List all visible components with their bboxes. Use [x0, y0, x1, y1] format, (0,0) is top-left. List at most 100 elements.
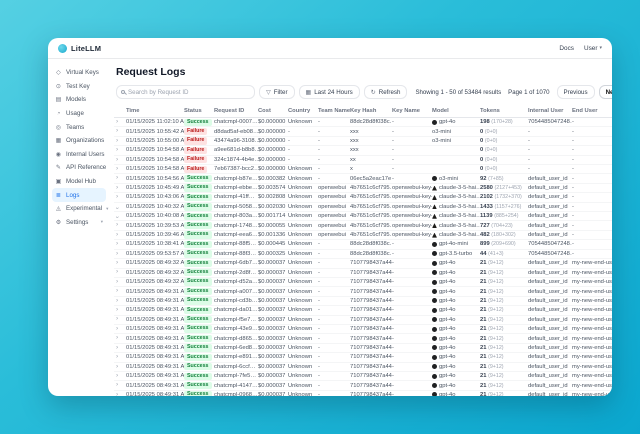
- table-row[interactable]: › 01/15/2025 10:45:49 AM Success chatcmp…: [114, 184, 612, 194]
- expand-row-icon[interactable]: ›: [116, 147, 119, 154]
- next-page-button[interactable]: Next: [598, 85, 612, 99]
- cell-request-id[interactable]: chatcmpl-cd3b…: [214, 297, 258, 304]
- cell-request-id[interactable]: chatcmpl-e891…: [214, 354, 258, 361]
- expand-row-icon[interactable]: ›: [116, 354, 119, 361]
- expand-row-icon[interactable]: ›: [116, 363, 119, 370]
- table-row[interactable]: › 01/15/2025 10:38:41 AM Success chatcmp…: [114, 240, 612, 250]
- cell-request-id[interactable]: chatcmpl-ebbe…: [214, 185, 258, 192]
- expand-row-icon[interactable]: ›: [116, 250, 119, 257]
- cell-request-id[interactable]: chatcmpl-2d8f…: [214, 269, 257, 276]
- expand-row-icon[interactable]: ›: [116, 165, 119, 172]
- cell-request-id[interactable]: chatcmpl-f5e7…: [214, 316, 257, 323]
- expand-row-icon[interactable]: ›: [116, 335, 119, 342]
- user-menu[interactable]: User ▾: [584, 45, 602, 52]
- table-row[interactable]: › 01/15/2025 08:49:31 AM Success chatcmp…: [114, 363, 612, 372]
- table-row[interactable]: › 01/15/2025 08:49:31 AM Success chatcmp…: [114, 353, 612, 363]
- cell-request-id[interactable]: chatcmpl-43e9…: [214, 326, 258, 333]
- expand-row-icon[interactable]: ›: [116, 260, 119, 267]
- cell-request-id[interactable]: chatcmpl-5058…: [214, 203, 258, 210]
- table-row[interactable]: › 01/15/2025 10:54:58 AM Failure 324c187…: [114, 156, 612, 166]
- expand-row-icon[interactable]: ›: [116, 297, 119, 304]
- table-row[interactable]: › 01/15/2025 08:49:31 AM Success chatcmp…: [114, 306, 612, 316]
- filter-button[interactable]: ▽ Filter: [259, 85, 295, 99]
- cell-request-id[interactable]: chatcmpl-eea6…: [214, 232, 258, 239]
- table-row[interactable]: › 01/15/2025 08:49:31 AM Success chatcmp…: [114, 372, 612, 382]
- docs-link[interactable]: Docs: [559, 44, 574, 52]
- cell-request-id[interactable]: chatcmpl-7fe5…: [214, 373, 257, 380]
- cell-request-id[interactable]: 43474a96-3108…: [214, 138, 258, 145]
- expand-row-icon[interactable]: ›: [116, 231, 119, 238]
- cell-request-id[interactable]: chatcmpl-88f5…: [214, 241, 257, 248]
- expand-row-icon[interactable]: ›: [116, 344, 119, 351]
- cell-request-id[interactable]: chatcmpl-da01…: [214, 307, 258, 314]
- cell-request-id[interactable]: chatcmpl-d52a…: [214, 279, 258, 286]
- cell-request-id[interactable]: chatcmpl-1748…: [214, 222, 258, 229]
- cell-request-id[interactable]: chatcmpl-41ff…: [214, 194, 255, 201]
- table-row[interactable]: › 01/15/2025 10:55:00 AM Failure 43474a9…: [114, 137, 612, 147]
- sidebar-item-teams[interactable]: ◎ Teams: [52, 120, 106, 134]
- sidebar-item-models[interactable]: ▤ Models: [52, 93, 106, 107]
- table-row[interactable]: › 01/15/2025 09:53:57 AM Success chatcmp…: [114, 250, 612, 260]
- expand-row-icon[interactable]: ›: [116, 316, 119, 323]
- cell-request-id[interactable]: chatcmpl-6ed8…: [214, 344, 258, 351]
- time-range-button[interactable]: ▦ Last 24 Hours: [298, 85, 360, 99]
- table-row[interactable]: › 01/15/2025 10:55:42 AM Failure d8dad5a…: [114, 127, 612, 137]
- expand-row-icon[interactable]: ›: [116, 241, 119, 248]
- sidebar-item-test-key[interactable]: ⊙ Test Key: [52, 80, 106, 94]
- expand-row-icon[interactable]: ›: [116, 325, 119, 332]
- cell-request-id[interactable]: chatcmpl-0968…: [214, 391, 258, 396]
- cell-request-id[interactable]: 324c1874-4b4e…: [214, 156, 258, 163]
- expand-row-icon[interactable]: ›: [116, 137, 119, 144]
- expand-row-icon[interactable]: ›: [116, 288, 119, 295]
- table-row[interactable]: › 01/15/2025 08:49:32 AM Success chatcmp…: [114, 269, 612, 278]
- cell-request-id[interactable]: chatcmpl-d865…: [214, 335, 258, 342]
- sidebar-item-api-reference[interactable]: ✎ API Reference: [52, 161, 106, 175]
- cell-request-id[interactable]: chatcmpl-0007…: [214, 119, 258, 126]
- expand-row-icon[interactable]: ›: [116, 269, 119, 276]
- table-row[interactable]: › 01/15/2025 11:02:10 AM Success chatcmp…: [114, 118, 612, 128]
- cell-request-id[interactable]: 7eb67387-bcc2…: [214, 166, 258, 173]
- table-row[interactable]: › 01/15/2025 10:54:58 AM Failure a9ee681…: [114, 146, 612, 156]
- cell-request-id[interactable]: chatcmpl-6ccf…: [214, 363, 256, 370]
- table-row[interactable]: › 01/15/2025 08:49:31 AM Success chatcmp…: [114, 391, 612, 396]
- sidebar-item-settings[interactable]: ⚙ Settings ▾: [52, 216, 106, 230]
- expand-row-icon[interactable]: ›: [116, 307, 119, 314]
- search-box[interactable]: [116, 85, 256, 99]
- sidebar-item-organizations[interactable]: ▦ Organizations: [52, 134, 106, 148]
- expand-row-icon[interactable]: ›: [116, 156, 119, 163]
- expand-row-icon[interactable]: ›: [116, 175, 119, 182]
- expand-row-icon[interactable]: ›: [116, 222, 119, 229]
- expand-row-icon[interactable]: ›: [116, 128, 119, 135]
- table-row[interactable]: › 01/15/2025 10:54:56 AM Success chatcmp…: [114, 174, 612, 184]
- cell-request-id[interactable]: chatcmpl-4147…: [214, 382, 258, 389]
- table-row[interactable]: › 01/15/2025 10:39:53 AM Success chatcmp…: [114, 221, 612, 231]
- sidebar-item-model-hub[interactable]: ▣ Model Hub: [52, 175, 106, 189]
- table-row[interactable]: › 01/15/2025 08:49:31 AM Success chatcmp…: [114, 325, 612, 335]
- sidebar-item-usage[interactable]: ◔ Usage: [52, 107, 106, 121]
- cell-request-id[interactable]: chatcmpl-803a…: [214, 213, 258, 220]
- sidebar-item-internal-users[interactable]: ◉ Internal Users: [52, 148, 106, 162]
- sidebar-item-experimental[interactable]: ◬ Experimental ▾: [52, 202, 108, 216]
- cell-request-id[interactable]: chatcmpl-b87e…: [214, 175, 258, 182]
- cell-request-id[interactable]: a9ee681d-b8b8…: [214, 147, 258, 154]
- table-row[interactable]: › 01/15/2025 08:49:31 AM Success chatcmp…: [114, 297, 612, 307]
- expand-row-icon[interactable]: ›: [114, 216, 121, 219]
- table-row[interactable]: › 01/15/2025 10:39:46 AM Success chatcmp…: [114, 231, 612, 241]
- expand-row-icon[interactable]: ›: [116, 278, 119, 285]
- table-row[interactable]: › 01/15/2025 08:49:32 AM Success chatcmp…: [114, 259, 612, 269]
- table-row[interactable]: › 01/15/2025 08:49:31 AM Success chatcmp…: [114, 287, 612, 297]
- expand-row-icon[interactable]: ›: [116, 184, 119, 191]
- expand-row-icon[interactable]: ›: [116, 372, 119, 379]
- table-row[interactable]: › 01/15/2025 08:49:32 AM Success chatcmp…: [114, 278, 612, 288]
- table-row[interactable]: › 01/15/2025 08:49:31 AM Success chatcmp…: [114, 381, 612, 391]
- expand-row-icon[interactable]: ›: [116, 194, 119, 201]
- cell-request-id[interactable]: chatcmpl-a007…: [214, 288, 258, 295]
- expand-row-icon[interactable]: ›: [116, 391, 119, 396]
- expand-row-icon[interactable]: ›: [114, 206, 121, 209]
- cell-request-id[interactable]: d8dad5af-eb08…: [214, 128, 258, 135]
- refresh-button[interactable]: ↻ Refresh: [363, 85, 408, 99]
- table-row[interactable]: › 01/15/2025 08:49:31 AM Success chatcmp…: [114, 316, 612, 325]
- previous-page-button[interactable]: Previous: [556, 85, 595, 99]
- table-row[interactable]: › 01/15/2025 08:49:31 AM Success chatcmp…: [114, 344, 612, 354]
- table-row[interactable]: › 01/15/2025 10:54:58 AM Failure 7eb6738…: [114, 165, 612, 175]
